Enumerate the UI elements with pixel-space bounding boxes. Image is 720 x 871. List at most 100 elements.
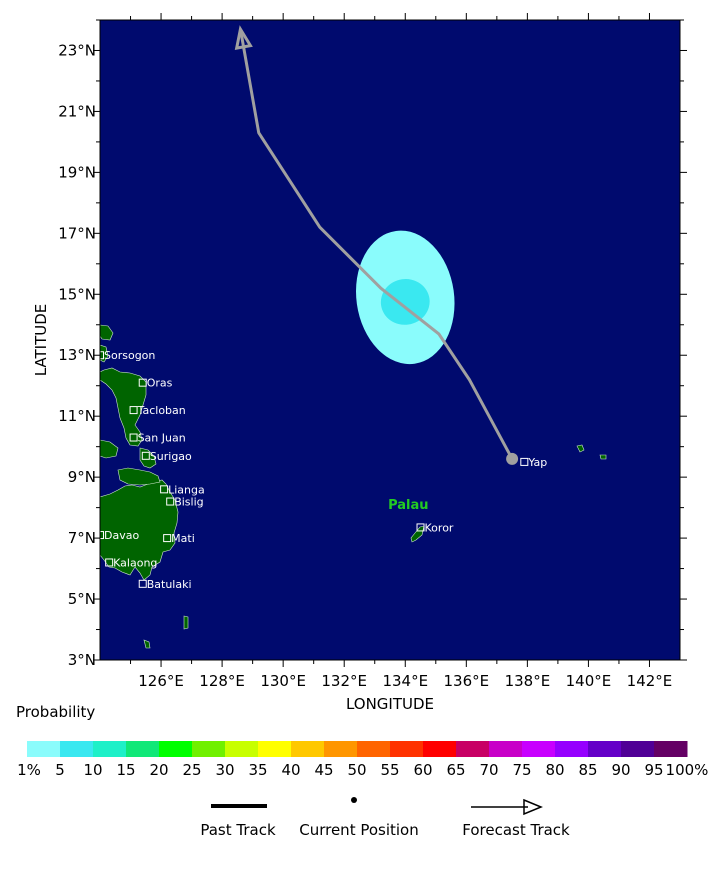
legend-scale-label: 1% (17, 761, 41, 779)
y-tick-label: 11°N (58, 407, 96, 425)
legend-swatch (126, 741, 160, 757)
city-markers: Sorsogon Oras Tacloban San Juan Surigao Liang… (100, 349, 547, 591)
land-bohol-small (100, 439, 119, 459)
y-tick-label: 23°N (58, 41, 96, 59)
city-label: Davao (104, 529, 139, 542)
forecast-track (234, 25, 519, 465)
city-marker-icon (138, 579, 147, 588)
city-label: Kalaong (113, 556, 157, 569)
y-tick-label: 19°N (58, 163, 96, 181)
legend-swatch (654, 741, 688, 757)
city-marker-icon (166, 497, 175, 506)
probability-scale-labels: 1% 5 10 15 20 25 30 35 40 45 50 55 60 65 70 75 80 85 90 95 1… (17, 761, 708, 779)
x-axis-title: LONGITUDE (346, 695, 434, 713)
city-marker-icon (138, 378, 147, 387)
probability-areas (356, 230, 455, 365)
legend-scale-label: 60 (413, 761, 432, 779)
legend-scale-label: 35 (248, 761, 267, 779)
legend-scale-label: 10 (83, 761, 102, 779)
legend-scale-label: 75 (512, 761, 531, 779)
region-labels: Palau (388, 498, 428, 513)
legend-scale-label: 15 (116, 761, 135, 779)
plot-frame (99, 19, 681, 661)
city-label: Yap (527, 456, 547, 469)
legend-scale-label: 80 (545, 761, 564, 779)
forecast-arrowhead-icon (234, 25, 253, 50)
legend-swatch (588, 741, 622, 757)
past-track-legend-label: Past Track (200, 821, 276, 839)
legend-swatch (522, 741, 556, 757)
city-marker-icon (163, 534, 172, 543)
legend-scale-label: 30 (215, 761, 234, 779)
city-label: San Juan (138, 432, 186, 445)
legend-swatch (60, 741, 94, 757)
legend-swatch (159, 741, 193, 757)
city-marker-icon (416, 523, 425, 532)
x-tick-label: 130°E (260, 672, 306, 690)
y-tick-label: 13°N (58, 346, 96, 364)
legend-scale-label: 40 (281, 761, 300, 779)
city-marker-icon (129, 433, 138, 442)
legend-scale-label: 90 (611, 761, 630, 779)
city-marker-icon (129, 406, 138, 415)
legend-scale-label: 100% (666, 761, 709, 779)
legend-scale-label: 45 (314, 761, 333, 779)
legend-swatch (192, 741, 226, 757)
legend-swatch (423, 741, 457, 757)
legend-swatch (291, 741, 325, 757)
forecast-track-line (238, 28, 514, 460)
x-tick-label: 134°E (382, 672, 428, 690)
x-tick-label: 138°E (505, 672, 551, 690)
legend-title: Probability (16, 703, 95, 721)
legend-scale-label: 95 (644, 761, 663, 779)
legend-scale-label: 85 (578, 761, 597, 779)
city-label: Koror (425, 521, 454, 534)
land-north-mindanao (117, 467, 161, 486)
y-tick-label: 5°N (68, 590, 96, 608)
legend-swatch (357, 741, 391, 757)
y-axis-title: LATITUDE (32, 304, 50, 377)
y-tick-label: 3°N (68, 651, 96, 669)
legend-scale-label: 25 (182, 761, 201, 779)
legend-swatch (555, 741, 589, 757)
land-masses (100, 324, 607, 649)
legend-swatch (93, 741, 127, 757)
city-label: Tacloban (137, 404, 186, 417)
city-label: Mati (171, 532, 195, 545)
city-label: Oras (147, 377, 173, 390)
land-luzon-tip (100, 324, 114, 341)
land-talaud-islet (183, 615, 189, 630)
legend-swatch (621, 741, 655, 757)
land-mindanao (100, 479, 179, 581)
legend-swatch (27, 741, 61, 757)
legend-scale-label: 20 (149, 761, 168, 779)
city-label: Lianga (168, 483, 205, 496)
y-tick-label: 15°N (58, 285, 96, 303)
legend-scale-label: 70 (479, 761, 498, 779)
x-axis: 126°E 128°E 130°E 132°E 134°E 136°E 138°E 140°E… (130, 13, 673, 690)
land-dinagat-siargao (139, 447, 157, 469)
y-tick-label: 21°N (58, 102, 96, 120)
city-marker-icon (141, 451, 150, 460)
current-position-legend-label: Current Position (299, 821, 419, 839)
current-position-marker (506, 452, 519, 465)
forecast-arrow-icon (523, 798, 543, 816)
track-legend: Past Track Current Position Forecast Tra… (200, 797, 570, 839)
legend-swatch (390, 741, 424, 757)
region-label: Palau (388, 498, 428, 513)
city-label: Sorsogon (104, 349, 155, 362)
land-samar-leyte (100, 367, 147, 447)
probability-color-bar (27, 741, 688, 757)
legend-scale-label: 5 (55, 761, 65, 779)
x-tick-label: 132°E (321, 672, 367, 690)
city-label: Surigao (150, 450, 192, 463)
city-marker-icon (105, 558, 114, 567)
probability-area-2 (380, 279, 430, 325)
legend-scale-label: 65 (446, 761, 465, 779)
city-marker-icon (100, 351, 104, 360)
x-tick-label: 128°E (199, 672, 245, 690)
legend-swatch (258, 741, 292, 757)
legend-swatch (324, 741, 358, 757)
x-tick-label: 142°E (627, 672, 673, 690)
